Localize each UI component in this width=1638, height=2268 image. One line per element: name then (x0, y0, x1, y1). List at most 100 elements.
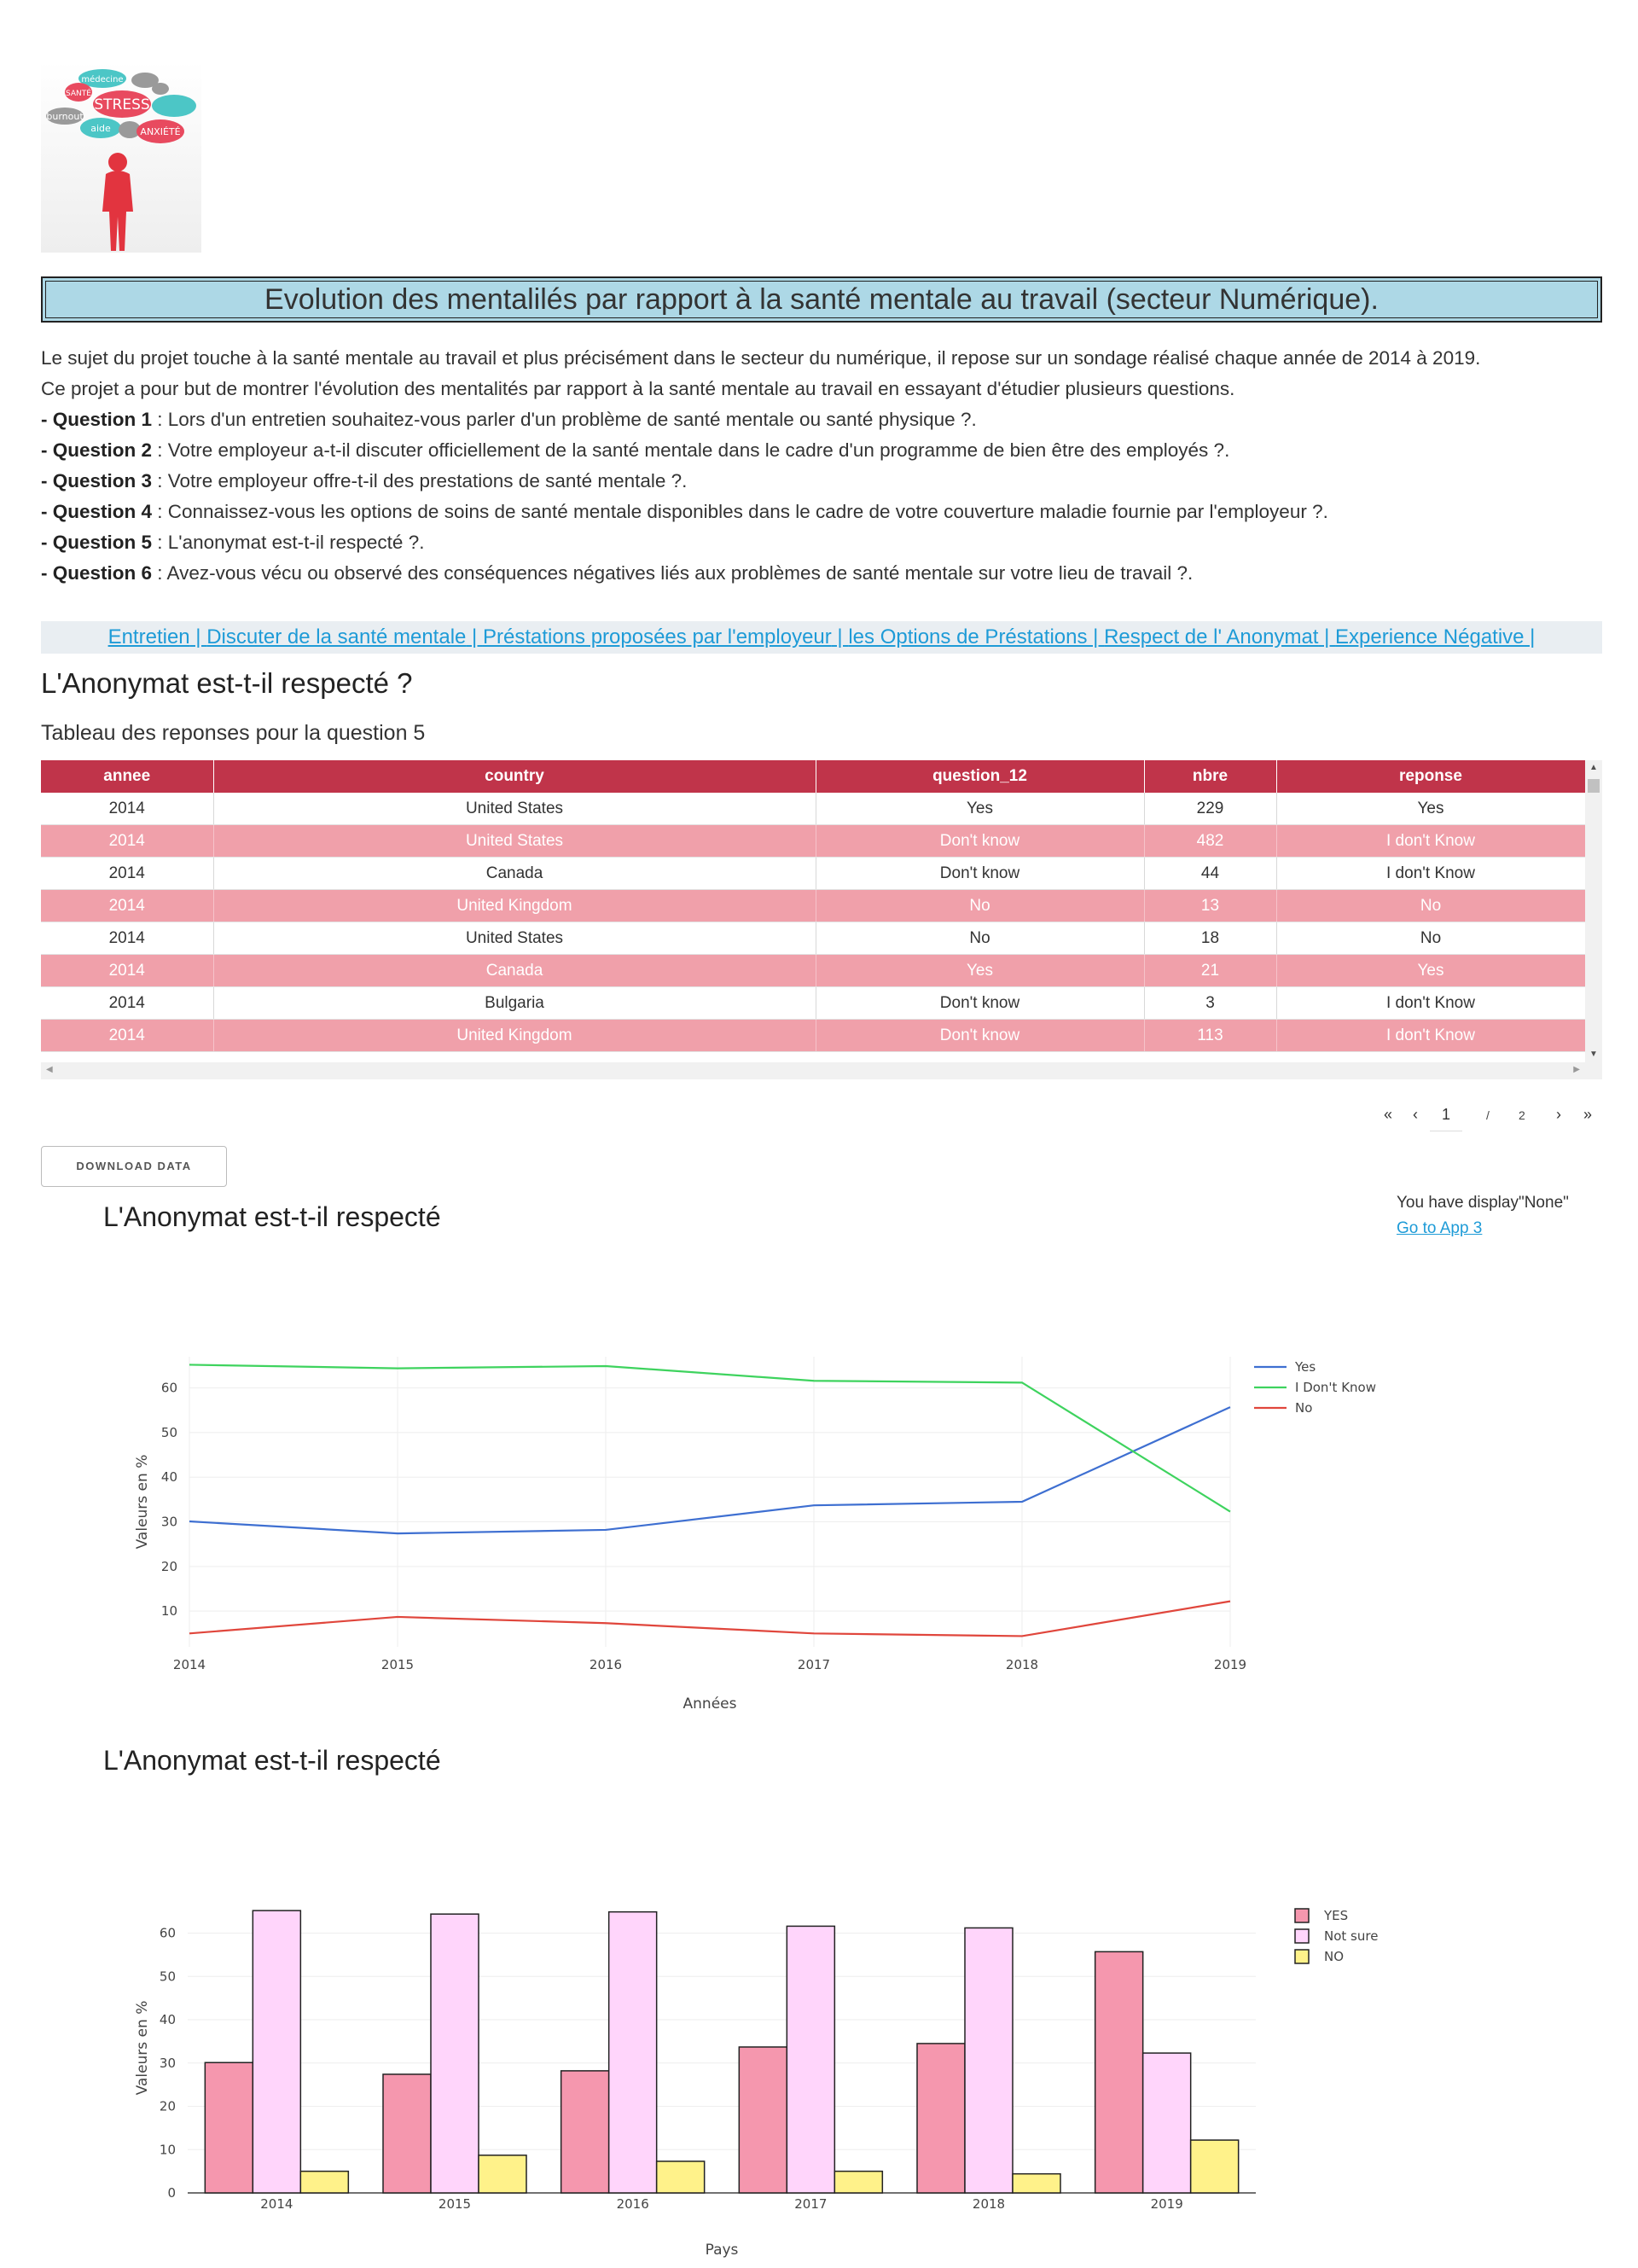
intro-text: Le sujet du projet touche à la santé men… (41, 343, 1611, 589)
table-cell[interactable]: 2014 (41, 824, 214, 858)
nav-link-discuter[interactable]: Discuter de la santé mentale (206, 625, 467, 648)
column-header-question[interactable]: question_12 (816, 760, 1145, 793)
table-row: 2014 United States No 18 No (41, 922, 1586, 955)
data-table-container[interactable]: annee country question_12 nbre reponse 2… (41, 760, 1602, 1079)
y-tick-label: 0 (167, 2185, 176, 2201)
logo-image: médecine SANTÉ STRESS burnout aide ANXIÉ… (41, 61, 201, 253)
nav-link-prestations[interactable]: Préstations proposées par l'employeur (482, 625, 832, 648)
bar-not-sure (964, 1927, 1014, 2194)
question-label: - Question 1 (41, 409, 153, 430)
table-cell[interactable]: United States (213, 793, 816, 825)
column-header-nbre[interactable]: nbre (1144, 760, 1277, 793)
x-axis-label: Années (683, 1695, 737, 1713)
scroll-up-arrow-icon[interactable]: ▲ (1589, 763, 1598, 772)
table-cell[interactable]: 2014 (41, 954, 214, 987)
bar-no (299, 2170, 350, 2194)
table-cell[interactable]: No (1276, 922, 1586, 955)
total-pages: 2 (1519, 1108, 1525, 1122)
logo-word: burnout (46, 111, 84, 122)
table-caption: Tableau des reponses pour la question 5 (41, 721, 426, 745)
table-cell[interactable]: United States (213, 824, 816, 858)
table-cell[interactable]: No (816, 922, 1145, 955)
next-page-button[interactable]: › (1556, 1106, 1561, 1123)
scroll-left-arrow-icon[interactable]: ◀ (46, 1065, 53, 1074)
table-cell[interactable]: 3 (1144, 986, 1277, 1020)
question-3: - Question 3 : Votre employeur offre-t-i… (41, 466, 1611, 497)
bar-chart-title: L'Anonymat est-t-il respecté (103, 1745, 441, 1776)
table-cell[interactable]: Yes (1276, 793, 1586, 825)
previous-page-button[interactable]: ‹ (1413, 1106, 1418, 1123)
bar-yes (204, 2062, 254, 2194)
table-cell[interactable]: I don't Know (1276, 824, 1586, 858)
table-cell[interactable]: Bulgaria (213, 986, 816, 1020)
table-cell[interactable]: Yes (1276, 954, 1586, 987)
table-cell[interactable]: 18 (1144, 922, 1277, 955)
table-cell[interactable]: I don't Know (1276, 857, 1586, 890)
table-cell[interactable]: 2014 (41, 889, 214, 922)
table-cell[interactable]: I don't Know (1276, 1019, 1586, 1052)
question-6: - Question 6 : Avez-vous vécu ou observé… (41, 558, 1611, 589)
question-label: - Question 2 (41, 439, 153, 461)
scroll-down-arrow-icon[interactable]: ▼ (1589, 1050, 1598, 1059)
table-cell[interactable]: No (816, 889, 1145, 922)
table-cell[interactable]: 2014 (41, 793, 214, 825)
scroll-right-arrow-icon[interactable]: ▶ (1573, 1065, 1580, 1074)
page-separator: / (1486, 1108, 1490, 1122)
download-data-button[interactable]: DOWNLOAD DATA (41, 1146, 227, 1187)
vertical-scrollbar[interactable]: ▲ ▼ (1585, 760, 1602, 1062)
table-cell[interactable]: Don't know (816, 824, 1145, 858)
table-cell[interactable]: 229 (1144, 793, 1277, 825)
x-tick-label: 2015 (439, 2196, 471, 2212)
table-cell[interactable]: 44 (1144, 857, 1277, 890)
table-cell[interactable]: United Kingdom (213, 1019, 816, 1052)
column-header-country[interactable]: country (213, 760, 816, 793)
column-header-annee[interactable]: annee (41, 760, 214, 793)
table-cell[interactable]: Don't know (816, 857, 1145, 890)
table-cell[interactable]: 2014 (41, 922, 214, 955)
table-row: 2014 United States Don't know 482 I don't Kn… (41, 824, 1586, 858)
table-cell[interactable]: Yes (816, 793, 1145, 825)
legend-label: I Don't Know (1295, 1380, 1376, 1395)
legend-swatch (1294, 1908, 1310, 1923)
table-cell[interactable]: Don't know (816, 986, 1145, 1020)
go-to-app-link[interactable]: Go to App 3 (1397, 1219, 1483, 1237)
question-text: : Lors d'un entretien souhaitez-vous par… (152, 409, 977, 430)
table-cell[interactable]: 113 (1144, 1019, 1277, 1052)
nav-bar: Entretien | Discuter de la santé mentale… (41, 621, 1602, 654)
current-page-input[interactable]: 1 (1430, 1106, 1463, 1131)
table-cell[interactable]: Canada (213, 954, 816, 987)
table-cell[interactable]: 2014 (41, 857, 214, 890)
first-page-button[interactable]: « (1384, 1106, 1393, 1123)
table-cell[interactable]: Don't know (816, 1019, 1145, 1052)
table-cell[interactable]: United States (213, 922, 816, 955)
table-cell[interactable]: 2014 (41, 986, 214, 1020)
table-cell[interactable]: 2014 (41, 1019, 214, 1052)
last-page-button[interactable]: » (1583, 1106, 1593, 1123)
nav-link-entretien[interactable]: Entretien (107, 625, 190, 648)
nav-link-options[interactable]: les Options de Préstations (848, 625, 1088, 648)
horizontal-scrollbar[interactable]: ◀ ▶ (41, 1062, 1602, 1079)
table-cell[interactable]: Yes (816, 954, 1145, 987)
logo-word: ANXIÉTÉ (140, 126, 180, 137)
nav-link-anonymat[interactable]: Respect de l' Anonymat (1104, 625, 1319, 648)
y-tick-label: 30 (160, 2056, 176, 2071)
stress-illustration: médecine SANTÉ STRESS burnout aide ANXIÉ… (46, 69, 196, 251)
y-tick-label: 40 (161, 1469, 177, 1485)
table-cell[interactable]: 21 (1144, 954, 1277, 987)
table-cell[interactable]: No (1276, 889, 1586, 922)
bar-no (1189, 2139, 1240, 2194)
nav-separator: | (831, 625, 849, 648)
column-header-reponse[interactable]: reponse (1276, 760, 1586, 793)
table-cell[interactable]: United Kingdom (213, 889, 816, 922)
nav-link-experience[interactable]: Experience Négative (1335, 625, 1525, 648)
x-tick-label: 2018 (1006, 1657, 1038, 1672)
table-row: 2014 Canada Yes 21 Yes (41, 954, 1586, 987)
table-cell[interactable]: 13 (1144, 889, 1277, 922)
question-label: - Question 4 (41, 501, 153, 522)
table-row: 2014 United Kingdom No 13 No (41, 889, 1586, 922)
table-cell[interactable]: I don't Know (1276, 986, 1586, 1020)
table-cell[interactable]: 482 (1144, 824, 1277, 858)
x-axis-label: Pays (706, 2242, 739, 2259)
table-cell[interactable]: Canada (213, 857, 816, 890)
scrollbar-thumb[interactable] (1588, 779, 1600, 793)
